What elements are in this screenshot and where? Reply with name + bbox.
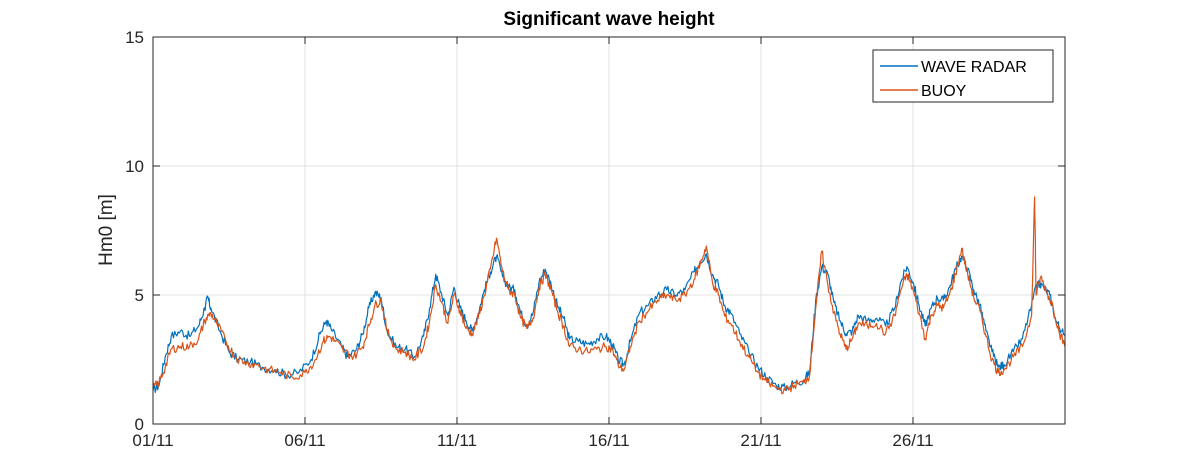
series-line-buoy <box>153 196 1065 395</box>
x-tick-label: 06/11 <box>284 431 325 450</box>
grid-lines <box>153 37 1065 424</box>
series-layer <box>153 196 1065 395</box>
chart-title: Significant wave height <box>503 9 715 30</box>
legend-label: WAVE RADAR <box>921 59 1027 76</box>
y-tick-label: 10 <box>125 157 144 176</box>
tick-labels: 0 5 10 15 01/11 06/11 11/11 16/11 21/11 26/11 <box>125 28 934 450</box>
x-tick-label: 26/11 <box>892 431 933 450</box>
x-tick-label: 01/11 <box>132 431 173 450</box>
axis-ticks <box>152 36 1065 425</box>
x-tick-label: 21/11 <box>740 431 781 450</box>
x-tick-label: 11/11 <box>437 431 477 450</box>
y-tick-label: 15 <box>125 28 144 47</box>
legend: WAVE RADAR BUOY <box>872 49 1054 103</box>
legend-box <box>872 49 1054 103</box>
y-tick-label: 0 <box>135 415 144 434</box>
y-tick-label: 5 <box>135 286 144 305</box>
y-axis-label: Hm0 [m] <box>96 194 117 266</box>
x-tick-label: 16/11 <box>588 431 629 450</box>
legend-label: BUOY <box>921 83 967 100</box>
